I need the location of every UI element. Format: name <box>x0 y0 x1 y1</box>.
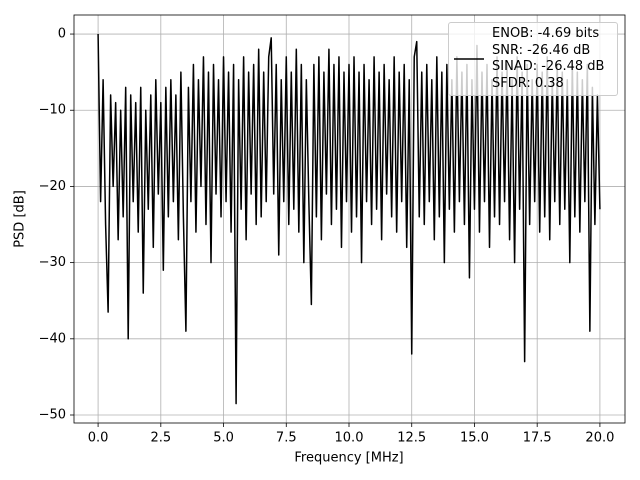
y-tick-label: −40 <box>39 331 66 346</box>
x-tick-label: 10.0 <box>335 431 364 446</box>
legend-swatch-box <box>454 58 484 60</box>
x-tick-label: 17.5 <box>523 431 552 446</box>
legend-label: ENOB: -4.69 bits SNR: -26.46 dB SINAD: -… <box>492 26 605 91</box>
y-tick-label: −50 <box>39 408 66 423</box>
x-tick-label: 0.0 <box>88 431 109 446</box>
x-tick-label: 7.5 <box>276 431 297 446</box>
plot-frame <box>73 14 626 424</box>
x-axis-label: Frequency [MHz] <box>294 451 403 466</box>
x-tick-label: 5.0 <box>213 431 234 446</box>
x-tick-label: 15.0 <box>460 431 489 446</box>
y-tick-label: −30 <box>39 255 66 270</box>
y-tick-label: 0 <box>58 27 66 42</box>
x-tick-label: 2.5 <box>150 431 171 446</box>
x-tick-label: 12.5 <box>397 431 426 446</box>
legend: ENOB: -4.69 bits SNR: -26.46 dB SINAD: -… <box>448 22 618 96</box>
y-tick-label: −20 <box>39 179 66 194</box>
x-tick-label: 20.0 <box>585 431 614 446</box>
y-axis-label: PSD [dB] <box>13 190 28 248</box>
y-tick-label: −10 <box>39 103 66 118</box>
line <box>97 34 601 405</box>
